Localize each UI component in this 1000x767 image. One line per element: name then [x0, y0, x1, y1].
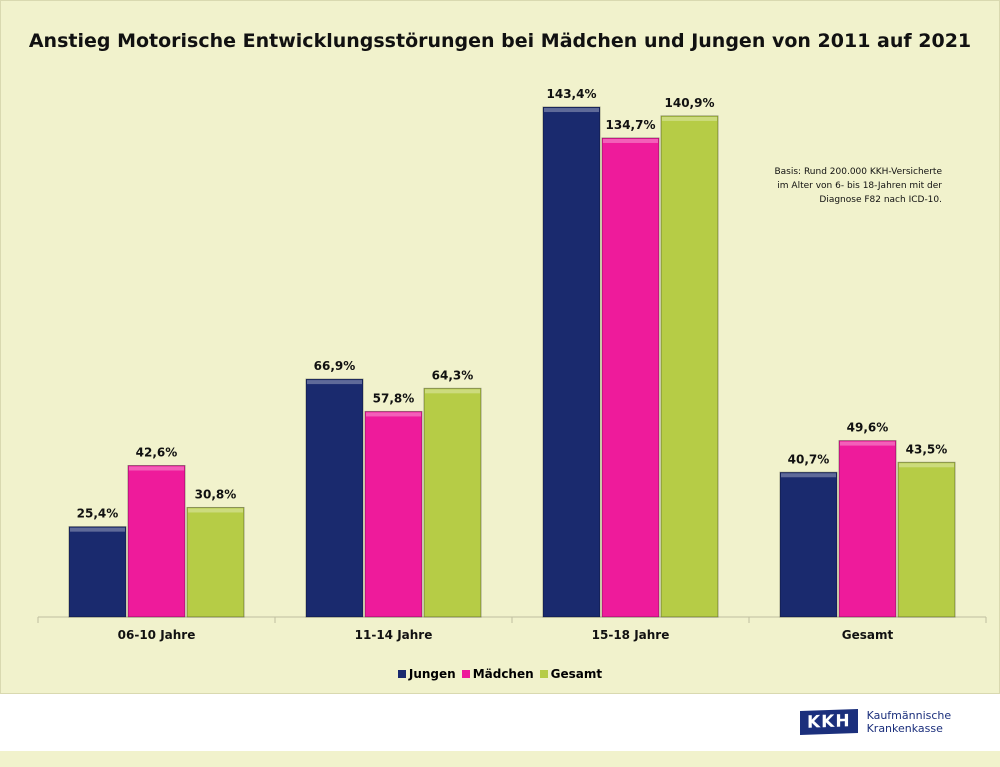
kkh-logo: KKH Kaufmännische Krankenkasse: [800, 708, 952, 736]
bar-jungen: [542, 106, 601, 618]
note-line: Diagnose F82 nach ICD-10.: [819, 195, 942, 205]
legend-label: Jungen: [408, 667, 456, 681]
bar-mädchen: [127, 465, 186, 618]
bar-gesamt: [660, 115, 719, 618]
data-label: 140,9%: [665, 96, 715, 110]
data-label: 30,8%: [195, 487, 237, 501]
bar-highlight: [425, 389, 480, 394]
logo-line2: Krankenkasse: [866, 722, 943, 735]
data-label: 43,5%: [906, 442, 948, 456]
x-tick-label: 11-14 Jahre: [355, 628, 433, 642]
bar-highlight: [899, 463, 954, 468]
data-label: 66,9%: [314, 359, 356, 373]
legend: Jungen Mädchen Gesamt: [0, 667, 1000, 681]
bar-mädchen: [364, 410, 423, 618]
logo-text: Kaufmännische Krankenkasse: [867, 709, 952, 735]
data-label: 49,6%: [847, 421, 889, 435]
bar-highlight: [70, 527, 125, 532]
bar-jungen: [305, 378, 364, 618]
legend-swatch: [539, 670, 548, 678]
x-tick-label: 15-18 Jahre: [592, 628, 670, 642]
bar-highlight: [840, 441, 895, 446]
bar-plot: 25,4% 42,6% 30,8% 06-10 Jahre 66,9% 57,8% 64,3…: [37, 87, 987, 642]
x-tick-label: 06-10 Jahre: [118, 628, 196, 642]
legend-swatch: [461, 670, 470, 678]
bar-highlight: [188, 508, 243, 513]
bar-gesamt: [423, 387, 482, 618]
bar-highlight: [603, 138, 658, 143]
legend-swatch: [397, 670, 406, 678]
data-label: 40,7%: [788, 452, 830, 466]
note-line: im Alter von 6- bis 18-Jahren mit der: [777, 181, 942, 191]
bar-gesamt: [897, 461, 956, 618]
legend-item: Mädchen: [461, 667, 534, 681]
x-tick-label: Gesamt: [842, 628, 894, 642]
bar-highlight: [662, 116, 717, 121]
data-label: 64,3%: [432, 368, 474, 382]
bar-highlight: [544, 108, 599, 113]
bar-gesamt: [186, 506, 245, 618]
bar-jungen: [68, 526, 127, 618]
logo-line1: Kaufmännische: [866, 709, 952, 722]
data-label: 57,8%: [373, 391, 415, 405]
legend-label: Gesamt: [550, 667, 603, 681]
bar-highlight: [129, 466, 184, 471]
legend-item: Jungen: [397, 667, 456, 681]
legend-item: Gesamt: [539, 667, 603, 681]
bar-highlight: [366, 412, 421, 417]
logo-mark: KKH: [800, 708, 858, 736]
data-label: 42,6%: [136, 446, 178, 460]
bar-highlight: [307, 380, 362, 385]
legend-label: Mädchen: [472, 667, 534, 681]
data-label: 143,4%: [547, 87, 597, 101]
footer-band: [0, 751, 1000, 767]
bar-jungen: [779, 471, 838, 618]
data-label: 134,7%: [606, 118, 656, 132]
note-line: Basis: Rund 200.000 KKH-Versicherte: [774, 167, 942, 177]
bar-mädchen: [601, 137, 660, 618]
data-label: 25,4%: [77, 507, 119, 521]
basis-note: Basis: Rund 200.000 KKH-Versicherte im A…: [774, 165, 942, 207]
bar-highlight: [781, 473, 836, 478]
bar-mädchen: [838, 440, 897, 618]
chart-title: Anstieg Motorische Entwicklungsstörungen…: [28, 30, 972, 52]
